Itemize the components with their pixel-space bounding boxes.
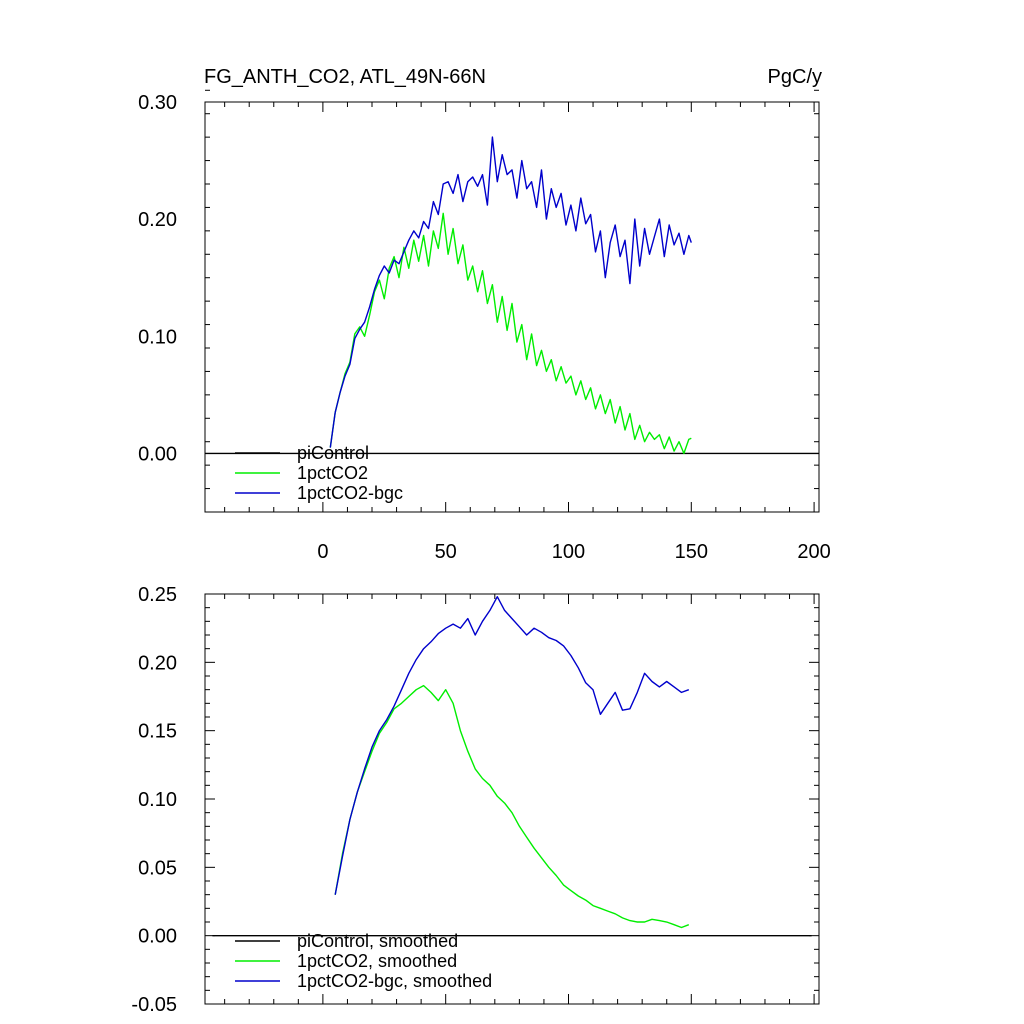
y-tick-label: 0.10 — [138, 326, 177, 348]
top-panel-axis-frame — [204, 101, 820, 513]
y-tick-label: 0.00 — [138, 443, 177, 465]
top-panel: FG_ANTH_CO2, ATL_49N-66N PgC/y 0.000.100… — [138, 66, 831, 563]
top-panel-ticks — [205, 89, 819, 513]
series-line-1pctCO2-bgc — [334, 596, 690, 895]
y-tick-label: 0.00 — [138, 926, 177, 948]
y-tick-label: -0.05 — [131, 994, 177, 1016]
x-tick-label: 100 — [552, 541, 585, 563]
legend-label-1pctCO2: 1pctCO2, smoothed — [297, 951, 457, 971]
series-line-1pctCO2-bgc — [329, 136, 692, 448]
legend-label-piControl: piControl — [297, 443, 369, 463]
bottom-panel: -0.05 0.00 0.05 0.10 0.15 0.20 0.25 piControl,… — [131, 584, 820, 1016]
x-tick-label: 200 — [797, 541, 830, 563]
bottom-panel-plot-area — [212, 596, 812, 937]
y-tick-label: 0.20 — [138, 209, 177, 231]
bottom-panel-tick-labels: -0.05 0.00 0.05 0.10 0.15 0.20 0.25 — [131, 584, 177, 1016]
y-tick-label: 0.05 — [138, 857, 177, 879]
series-line-1pctCO2 — [334, 684, 690, 929]
y-tick-label: 0.30 — [138, 92, 177, 114]
top-panel-tick-labels: 0.00 0.10 0.20 0.30 0 50 100 150 200 — [138, 92, 831, 563]
bottom-panel-axis-frame — [204, 593, 820, 1005]
top-panel-plot-area — [205, 136, 819, 455]
legend-label-1pctCO2-bgc: 1pctCO2-bgc, smoothed — [297, 971, 492, 991]
y-tick-label: 0.15 — [138, 721, 177, 743]
bottom-panel-ticks — [205, 593, 819, 1005]
y-tick-label: 0.25 — [138, 584, 177, 606]
series-line-1pctCO2 — [329, 212, 692, 455]
y-tick-label: 0.20 — [138, 652, 177, 674]
y-tick-label: 0.10 — [138, 789, 177, 811]
legend-label-1pctCO2-bgc: 1pctCO2-bgc — [297, 483, 403, 503]
x-tick-label: 50 — [435, 541, 457, 563]
legend-label-piControl: piControl, smoothed — [297, 931, 458, 951]
x-tick-label: 150 — [675, 541, 708, 563]
top-panel-title: FG_ANTH_CO2, ATL_49N-66N — [204, 66, 486, 88]
top-panel-unit-label: PgC/y — [768, 66, 822, 88]
legend-label-1pctCO2: 1pctCO2 — [297, 463, 368, 483]
x-tick-label: 0 — [317, 541, 328, 563]
